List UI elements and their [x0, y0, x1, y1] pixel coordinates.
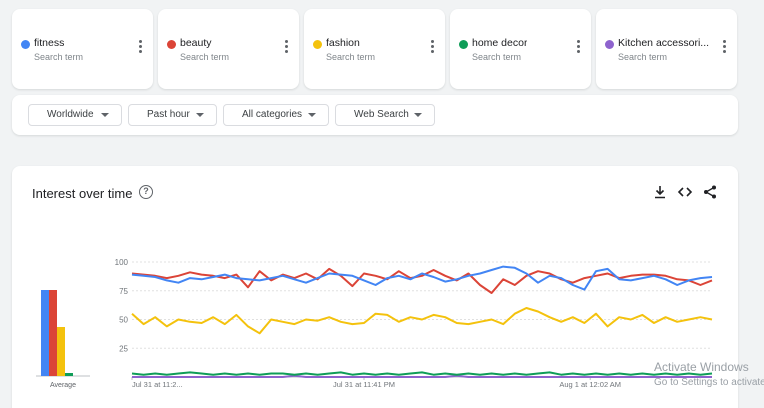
caret-down-icon: [308, 113, 316, 117]
average-label: Average: [50, 382, 76, 389]
average-bar-home-decor: [65, 373, 73, 376]
share-icon[interactable]: [702, 184, 718, 200]
term-type: Search term: [326, 52, 376, 62]
category-value: All categories: [242, 109, 303, 120]
help-icon[interactable]: ?: [139, 185, 153, 199]
more-vert-icon[interactable]: [281, 40, 291, 54]
term-card-beauty[interactable]: beauty Search term: [158, 9, 299, 89]
more-vert-icon[interactable]: [135, 40, 145, 54]
category-dropdown[interactable]: All categories: [223, 104, 329, 126]
term-color-dot: [21, 40, 30, 49]
term-color-dot: [459, 40, 468, 49]
more-vert-icon[interactable]: [719, 40, 729, 54]
download-icon[interactable]: [652, 184, 668, 200]
caret-down-icon: [414, 113, 422, 117]
search-type-dropdown[interactable]: Web Search: [335, 104, 435, 126]
search-terms-row: fitness Search term beauty Search term f…: [12, 9, 737, 89]
filter-bar: Worldwide Past hour All categories Web S…: [12, 95, 738, 135]
term-color-dot: [167, 40, 176, 49]
term-card-fashion[interactable]: fashion Search term: [304, 9, 445, 89]
term-color-dot: [313, 40, 322, 49]
windows-activation-hint: Go to Settings to activate: [654, 377, 764, 388]
more-vert-icon[interactable]: [573, 40, 583, 54]
x-tick-label: Aug 1 at 12:02 AM: [559, 380, 621, 389]
y-tick-label: 25: [119, 344, 128, 353]
average-bar-chart: Average: [36, 290, 90, 389]
search-type-value: Web Search: [354, 109, 409, 120]
embed-code-icon[interactable]: [677, 184, 693, 200]
x-tick-label: Jul 31 at 11:2...: [132, 380, 183, 389]
term-card-kitchen-accessories[interactable]: Kitchen accessori... Search term: [596, 9, 737, 89]
term-type: Search term: [618, 52, 668, 62]
term-name: fashion: [326, 37, 360, 49]
y-tick-label: 50: [119, 316, 128, 325]
term-type: Search term: [34, 52, 84, 62]
series-line-kitchen-accessories: [132, 374, 712, 378]
term-color-dot: [605, 40, 614, 49]
chart-title: Interest over time: [32, 186, 133, 201]
y-tick-label: 100: [115, 258, 129, 267]
average-bar-fashion: [57, 327, 65, 376]
caret-down-icon: [101, 113, 109, 117]
series-line-home-decor: [131, 371, 713, 376]
interest-line-chart: 25 50 75 100 Jul 31 at 11:2... Jul 31 at 11:4…: [115, 258, 713, 389]
term-card-fitness[interactable]: fitness Search term: [12, 9, 153, 89]
term-card-home-decor[interactable]: home decor Search term: [450, 9, 591, 89]
term-type: Search term: [472, 52, 522, 62]
time-range-dropdown[interactable]: Past hour: [128, 104, 217, 126]
term-name: beauty: [180, 37, 212, 49]
term-name: home decor: [472, 37, 528, 49]
interest-over-time-card: Interest over time ? Average 25 50 75 100 Ju…: [12, 166, 738, 408]
series-line-fashion: [131, 307, 713, 335]
x-tick-label: Jul 31 at 11:41 PM: [333, 380, 395, 389]
time-range-value: Past hour: [147, 109, 190, 120]
term-type: Search term: [180, 52, 230, 62]
y-tick-label: 75: [119, 287, 128, 296]
windows-activation-watermark: Activate Windows: [654, 360, 749, 374]
caret-down-icon: [196, 113, 204, 117]
term-name: fitness: [34, 37, 65, 49]
more-vert-icon[interactable]: [427, 40, 437, 54]
series-line-fitness: [131, 265, 713, 291]
average-bar-fitness: [41, 290, 49, 376]
average-bar-beauty: [49, 290, 57, 376]
term-name: Kitchen accessori...: [618, 37, 710, 49]
region-value: Worldwide: [47, 109, 94, 120]
region-dropdown[interactable]: Worldwide: [28, 104, 122, 126]
